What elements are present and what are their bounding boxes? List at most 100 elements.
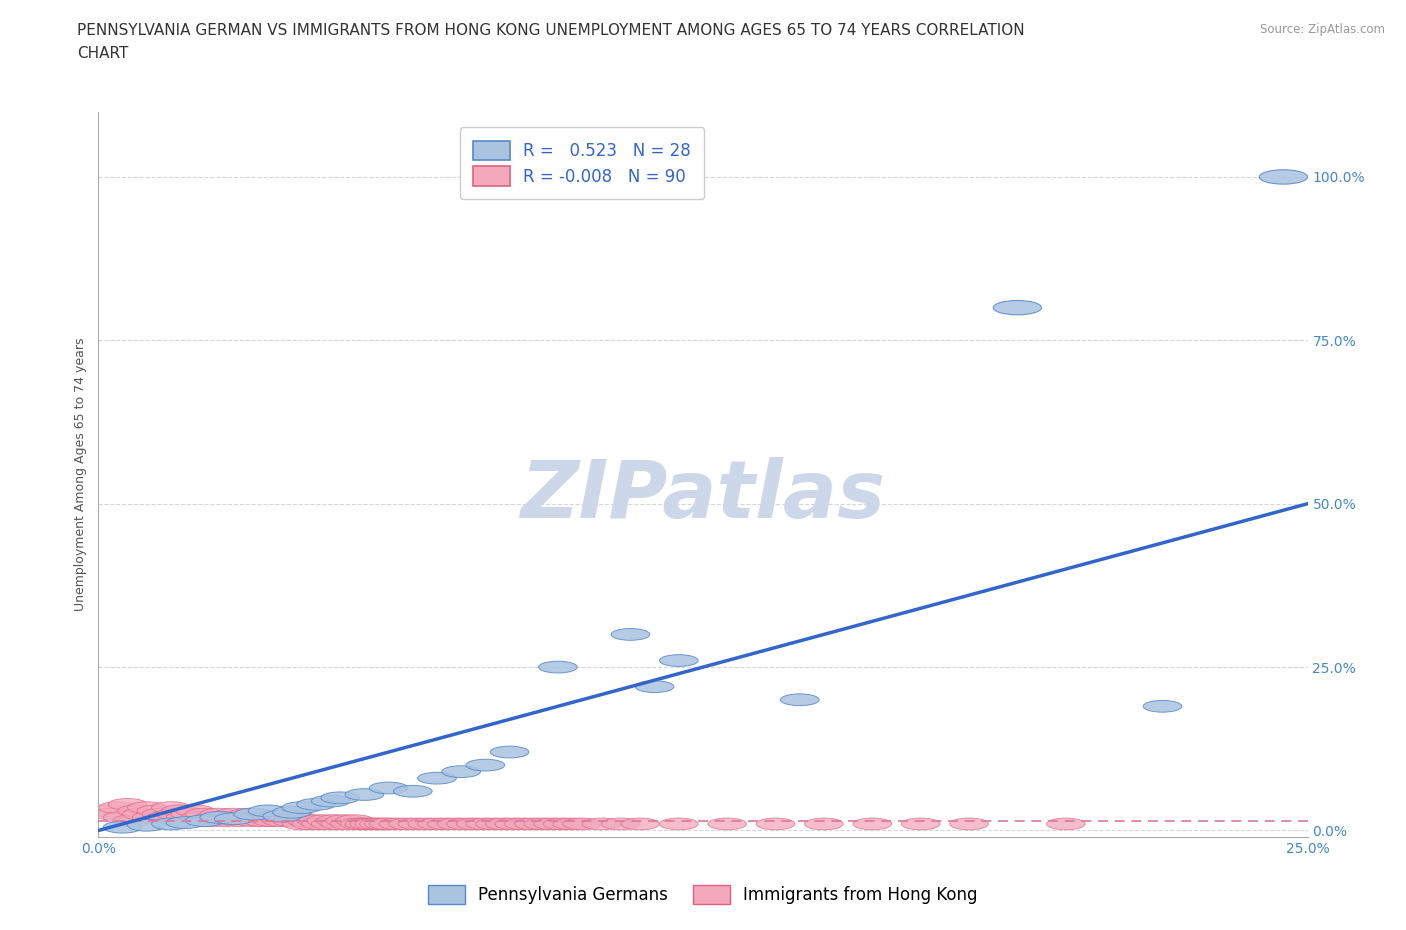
Ellipse shape <box>263 810 301 822</box>
Ellipse shape <box>418 818 457 830</box>
Ellipse shape <box>267 812 307 823</box>
Ellipse shape <box>146 812 186 823</box>
Text: ZIPatlas: ZIPatlas <box>520 457 886 535</box>
Ellipse shape <box>200 812 239 823</box>
Ellipse shape <box>441 765 481 777</box>
Ellipse shape <box>505 818 543 830</box>
Ellipse shape <box>233 808 273 820</box>
Ellipse shape <box>292 818 330 830</box>
Ellipse shape <box>301 818 340 830</box>
Ellipse shape <box>321 792 360 804</box>
Ellipse shape <box>243 815 283 827</box>
Ellipse shape <box>538 661 578 673</box>
Ellipse shape <box>1260 170 1308 184</box>
Ellipse shape <box>229 808 267 820</box>
Ellipse shape <box>108 799 146 810</box>
Ellipse shape <box>118 805 156 817</box>
Ellipse shape <box>621 818 659 830</box>
Ellipse shape <box>166 812 205 823</box>
Ellipse shape <box>350 818 388 830</box>
Ellipse shape <box>553 818 592 830</box>
Ellipse shape <box>311 818 350 830</box>
Ellipse shape <box>176 805 215 817</box>
Ellipse shape <box>283 802 321 814</box>
Ellipse shape <box>659 655 699 667</box>
Ellipse shape <box>321 818 360 830</box>
Ellipse shape <box>249 812 287 823</box>
Ellipse shape <box>224 812 263 823</box>
Ellipse shape <box>330 818 370 830</box>
Ellipse shape <box>209 812 249 823</box>
Ellipse shape <box>1143 700 1182 712</box>
Ellipse shape <box>162 805 200 817</box>
Ellipse shape <box>612 629 650 640</box>
Ellipse shape <box>534 818 572 830</box>
Y-axis label: Unemployment Among Ages 65 to 74 years: Unemployment Among Ages 65 to 74 years <box>75 338 87 611</box>
Ellipse shape <box>172 808 209 820</box>
Ellipse shape <box>515 818 553 830</box>
Ellipse shape <box>344 818 384 830</box>
Ellipse shape <box>219 815 259 827</box>
Ellipse shape <box>582 818 621 830</box>
Ellipse shape <box>636 681 673 693</box>
Ellipse shape <box>901 818 941 830</box>
Ellipse shape <box>122 808 162 820</box>
Ellipse shape <box>354 818 394 830</box>
Ellipse shape <box>307 815 344 827</box>
Ellipse shape <box>491 746 529 758</box>
Ellipse shape <box>287 815 326 827</box>
Ellipse shape <box>190 815 229 827</box>
Legend: Pennsylvania Germans, Immigrants from Hong Kong: Pennsylvania Germans, Immigrants from Ho… <box>420 876 986 912</box>
Ellipse shape <box>370 782 408 794</box>
Ellipse shape <box>380 818 418 830</box>
Ellipse shape <box>562 818 602 830</box>
Ellipse shape <box>215 808 253 820</box>
Ellipse shape <box>132 812 172 823</box>
Text: PENNSYLVANIA GERMAN VS IMMIGRANTS FROM HONG KONG UNEMPLOYMENT AMONG AGES 65 TO 7: PENNSYLVANIA GERMAN VS IMMIGRANTS FROM H… <box>77 23 1025 38</box>
Ellipse shape <box>780 694 820 706</box>
Ellipse shape <box>340 818 380 830</box>
Ellipse shape <box>128 802 166 814</box>
Ellipse shape <box>128 819 166 831</box>
Ellipse shape <box>524 818 562 830</box>
Ellipse shape <box>344 789 384 801</box>
Ellipse shape <box>195 812 233 823</box>
Ellipse shape <box>156 808 195 820</box>
Ellipse shape <box>316 815 354 827</box>
Ellipse shape <box>804 818 844 830</box>
Ellipse shape <box>205 815 243 827</box>
Ellipse shape <box>370 818 408 830</box>
Ellipse shape <box>89 805 128 817</box>
Ellipse shape <box>364 818 404 830</box>
Ellipse shape <box>239 812 277 823</box>
Ellipse shape <box>297 799 336 810</box>
Ellipse shape <box>485 818 524 830</box>
Text: CHART: CHART <box>77 46 129 61</box>
Ellipse shape <box>336 815 374 827</box>
Ellipse shape <box>215 813 253 825</box>
Ellipse shape <box>166 817 205 829</box>
Ellipse shape <box>388 818 427 830</box>
Legend: R =   0.523   N = 28, R = -0.008   N = 90: R = 0.523 N = 28, R = -0.008 N = 90 <box>460 127 704 199</box>
Ellipse shape <box>103 821 142 833</box>
Ellipse shape <box>103 812 142 823</box>
Ellipse shape <box>853 818 891 830</box>
Ellipse shape <box>94 808 132 820</box>
Ellipse shape <box>543 818 582 830</box>
Ellipse shape <box>326 815 364 827</box>
Ellipse shape <box>112 815 152 827</box>
Ellipse shape <box>253 815 292 827</box>
Ellipse shape <box>277 812 316 823</box>
Ellipse shape <box>360 818 398 830</box>
Ellipse shape <box>311 795 350 807</box>
Ellipse shape <box>427 818 465 830</box>
Ellipse shape <box>152 818 190 830</box>
Ellipse shape <box>465 818 505 830</box>
Ellipse shape <box>98 802 138 814</box>
Ellipse shape <box>273 815 311 827</box>
Text: Source: ZipAtlas.com: Source: ZipAtlas.com <box>1260 23 1385 36</box>
Ellipse shape <box>602 818 640 830</box>
Ellipse shape <box>398 818 437 830</box>
Ellipse shape <box>180 812 219 823</box>
Ellipse shape <box>249 805 287 817</box>
